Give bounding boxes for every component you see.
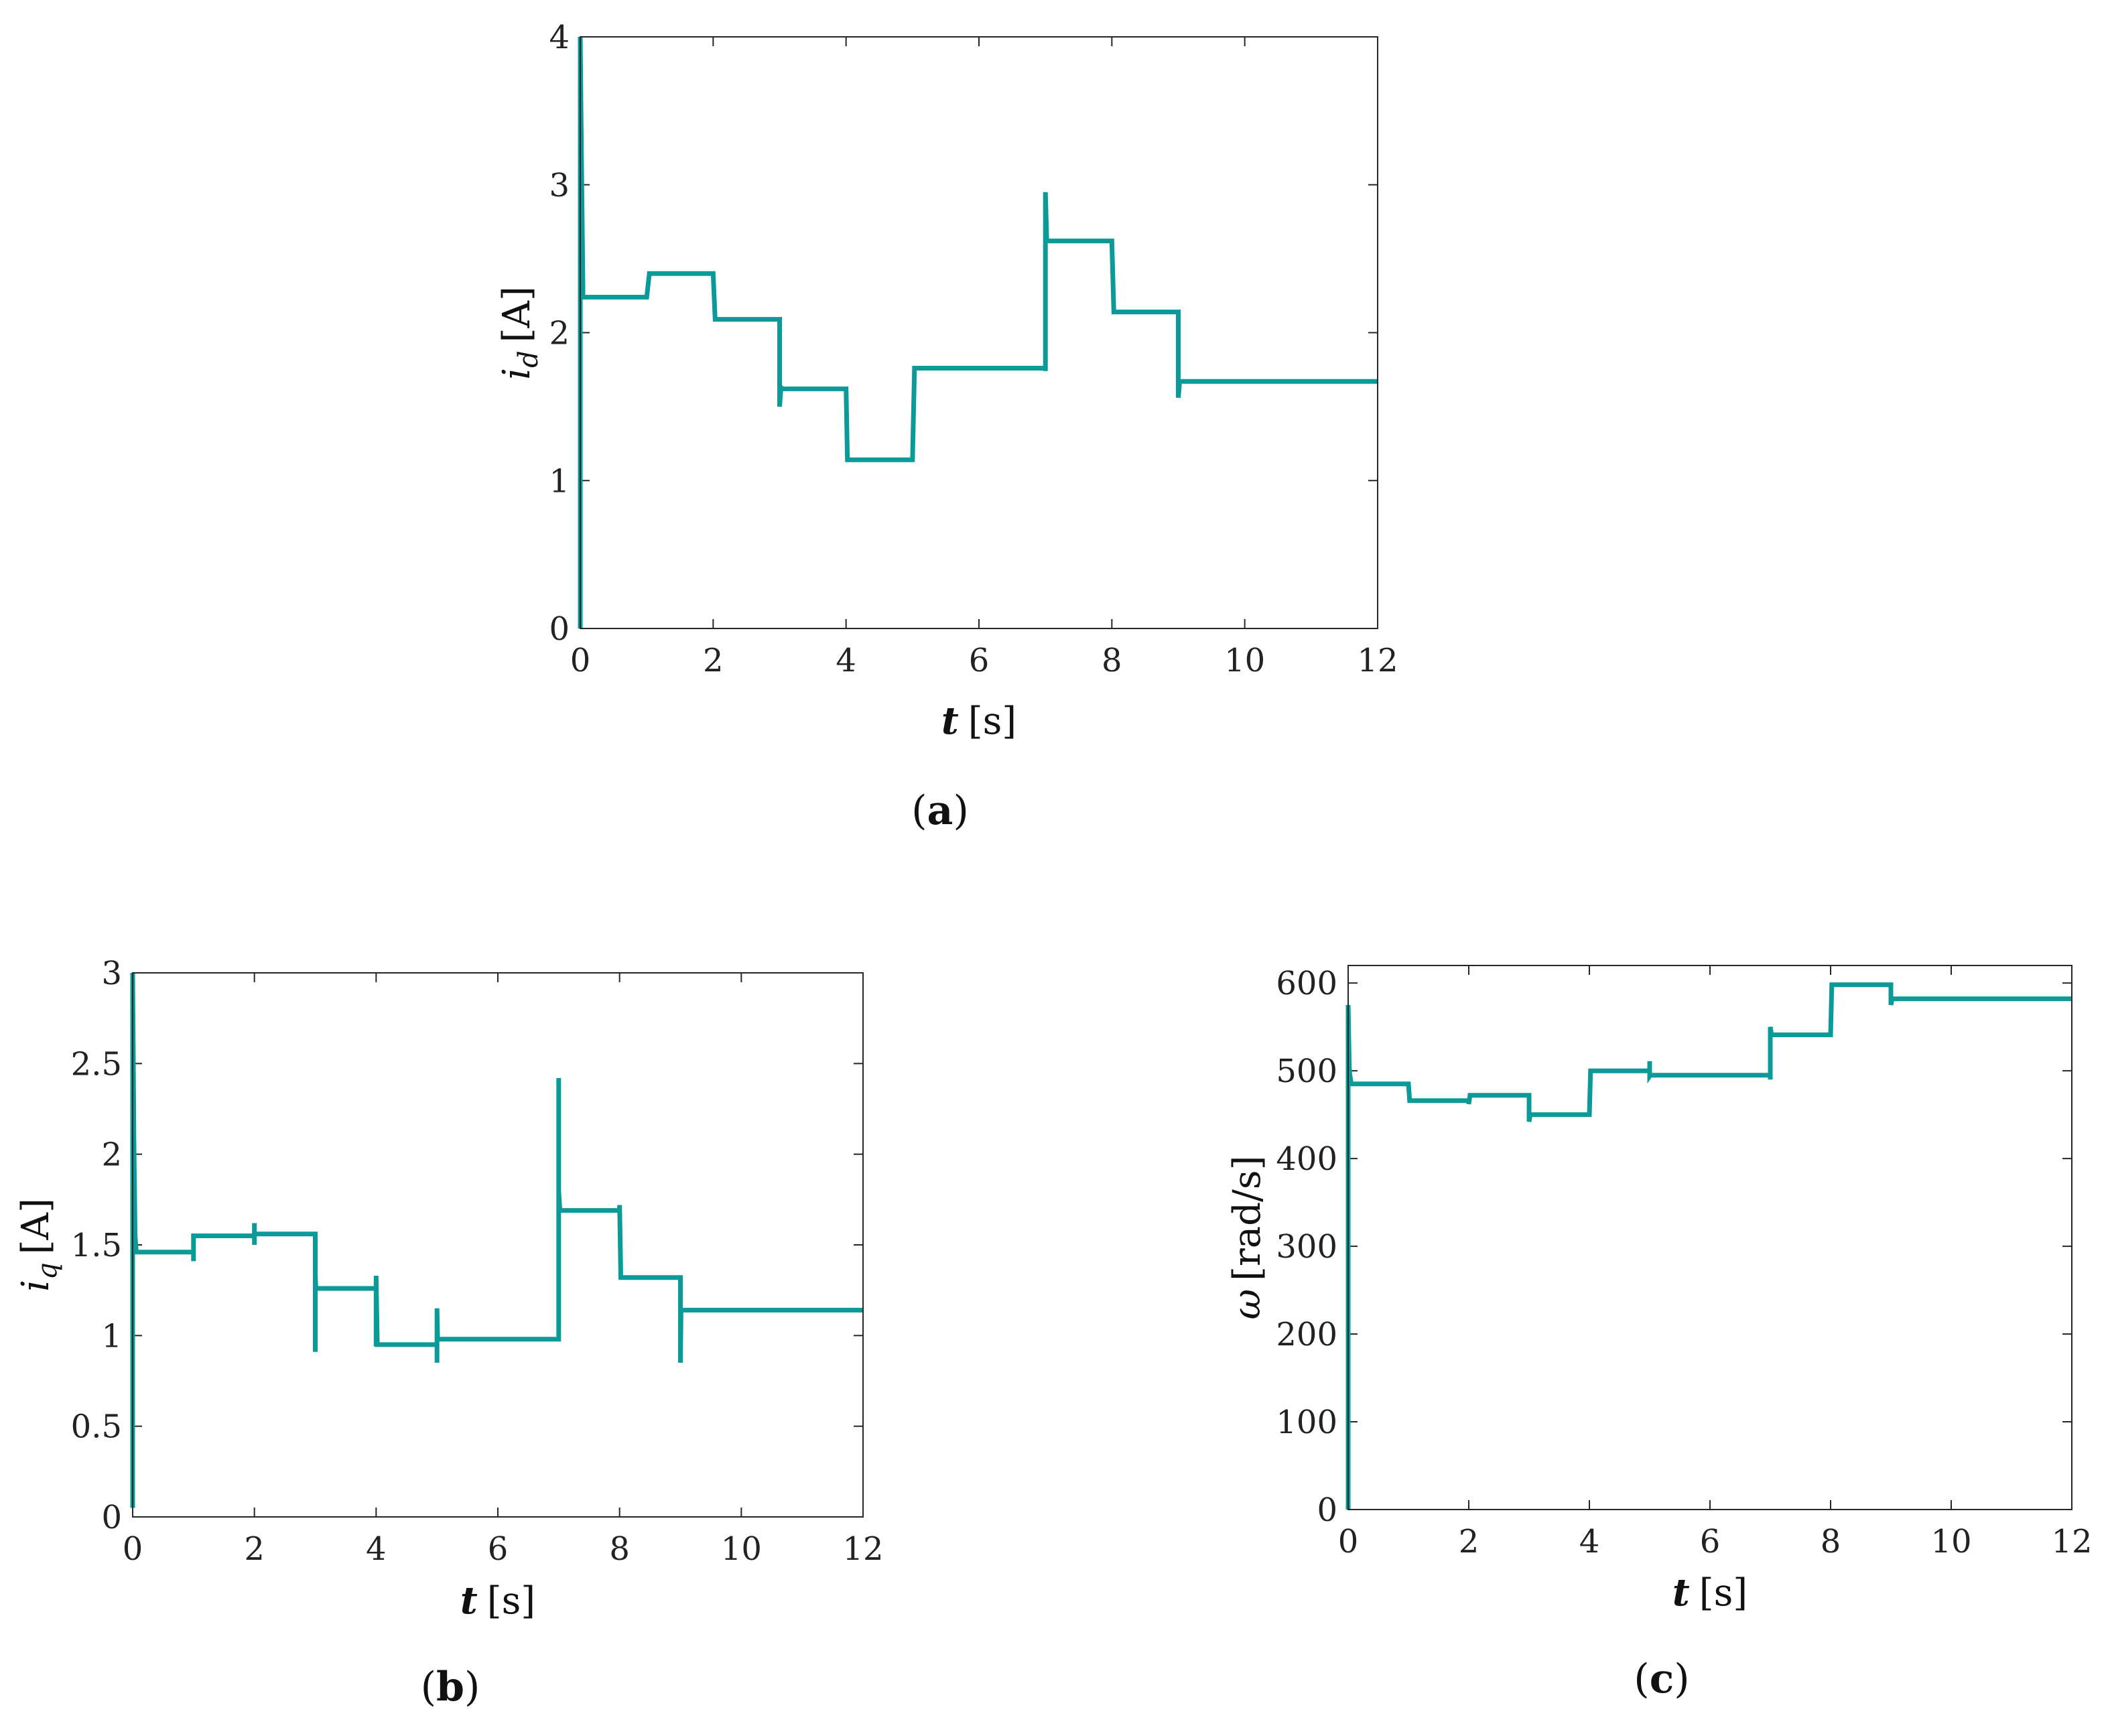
series-line-i_q (130, 972, 863, 1508)
x-tick-label-a: 12 (1357, 642, 1398, 679)
x-tick-label-b: 6 (488, 1530, 509, 1568)
x-axis-label-a: t [s] (941, 699, 1016, 743)
y-axis-sub-a: d (513, 350, 544, 368)
series-line-omega (1345, 982, 2072, 1510)
caption-letter-b: b (436, 1664, 464, 1711)
x-axis-var-b: t (460, 1579, 478, 1623)
caption-close-a: ) (953, 787, 968, 834)
y-tick-label-c: 200 (1276, 1316, 1337, 1353)
x-axis-label-b: t [s] (460, 1579, 535, 1623)
plot-frame-b (132, 972, 864, 1518)
y-tick-label-a: 0 (549, 610, 570, 648)
y-axis-sub-b: q (32, 1262, 63, 1280)
x-tick-label-a: 2 (703, 642, 724, 679)
y-tick-label-c: 400 (1276, 1140, 1337, 1178)
y-axis-var-a: i (495, 368, 539, 380)
x-axis-label-c: t [s] (1672, 1571, 1748, 1615)
y-axis-label-c: ω [rad/s] (1226, 1156, 1269, 1320)
x-axis-unit-c: [s] (1699, 1571, 1748, 1615)
y-axis-label-a: id [A] (495, 286, 544, 380)
caption-letter-a: a (927, 787, 953, 834)
y-tick-label-b: 3 (101, 955, 122, 992)
x-tick-label-b: 12 (842, 1530, 883, 1568)
x-tick-label-c: 6 (1700, 1523, 1721, 1560)
caption-b: (b) (421, 1664, 480, 1711)
caption-open-c: ( (1634, 1656, 1649, 1702)
y-tick-label-c: 100 (1276, 1404, 1337, 1441)
x-axis-unit-b: [s] (487, 1579, 535, 1623)
caption-close-b: ) (464, 1664, 480, 1711)
y-tick-label-b: 2 (101, 1136, 122, 1174)
y-tick-label-a: 1 (549, 462, 570, 500)
series-b (130, 972, 863, 1508)
y-axis-unit-b: [A] (14, 1198, 58, 1254)
y-tick-label-c: 0 (1317, 1491, 1337, 1529)
x-tick-label-b: 2 (244, 1530, 265, 1568)
caption-close-c: ) (1674, 1656, 1689, 1702)
x-axis-var-a: t (941, 699, 959, 743)
series-line-i_d (578, 36, 1378, 628)
x-tick-label-c: 0 (1338, 1523, 1359, 1560)
plot-frame-a (580, 36, 1378, 629)
y-tick-label-a: 2 (549, 315, 570, 352)
y-tick-label-b: 0.5 (71, 1408, 122, 1446)
x-tick-label-c: 4 (1579, 1523, 1600, 1560)
caption-a: (a) (911, 787, 969, 834)
y-axis-var-b: i (14, 1280, 58, 1292)
series-a (578, 36, 1378, 628)
y-tick-label-b: 2.5 (71, 1045, 122, 1083)
caption-letter-c: c (1650, 1656, 1674, 1702)
y-tick-label-a: 4 (549, 19, 570, 56)
y-tick-label-a: 3 (549, 167, 570, 204)
x-tick-label-a: 6 (969, 642, 990, 679)
x-tick-label-a: 0 (570, 642, 591, 679)
x-tick-label-a: 4 (836, 642, 856, 679)
y-tick-label-c: 600 (1276, 965, 1337, 1002)
x-tick-label-c: 8 (1821, 1523, 1841, 1560)
x-axis-unit-a: [s] (968, 699, 1016, 743)
plot-frame-c (1347, 965, 2072, 1510)
x-tick-label-b: 4 (366, 1530, 387, 1568)
x-tick-label-b: 10 (721, 1530, 762, 1568)
x-tick-label-c: 12 (2051, 1523, 2092, 1560)
y-tick-label-b: 1.5 (71, 1227, 122, 1264)
caption-c: (c) (1634, 1656, 1689, 1702)
x-tick-label-a: 8 (1102, 642, 1122, 679)
x-tick-label-c: 2 (1459, 1523, 1479, 1560)
x-tick-label-c: 10 (1930, 1523, 1971, 1560)
chart-panel-c: 0 2 4 6 8 10 12 0 100 200 300 400 500 600 t [s] ω [rad/… (1226, 965, 2093, 1702)
y-tick-label-c: 500 (1276, 1053, 1337, 1090)
y-axis-unit-a: [A] (495, 286, 539, 342)
x-tick-label-b: 0 (123, 1530, 143, 1568)
y-axis-var-c: ω (1226, 1289, 1269, 1320)
y-tick-label-b: 1 (101, 1317, 122, 1355)
y-axis-label-b: iq [A] (14, 1198, 63, 1292)
y-axis-unit-c: [rad/s] (1226, 1156, 1269, 1281)
x-tick-label-a: 10 (1224, 642, 1265, 679)
caption-open-b: ( (421, 1664, 436, 1711)
x-axis-var-c: t (1672, 1571, 1690, 1615)
chart-panel-b: 0 2 4 6 8 10 12 0 0.5 1 1.5 2 2.5 3 t [s] iq [A] (b) (14, 955, 884, 1711)
caption-open-a: ( (911, 787, 927, 834)
series-c (1345, 982, 2072, 1510)
y-tick-label-c: 300 (1276, 1228, 1337, 1266)
ticks-c: 0 2 4 6 8 10 12 0 100 200 300 400 500 600 (1276, 965, 2092, 1560)
x-tick-label-b: 8 (609, 1530, 630, 1568)
y-tick-label-b: 0 (101, 1499, 122, 1536)
